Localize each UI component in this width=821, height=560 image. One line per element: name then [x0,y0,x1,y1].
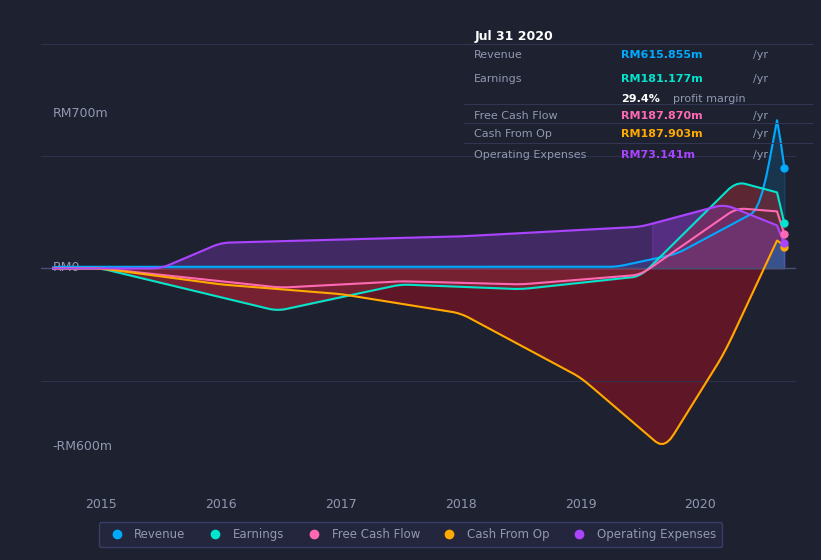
Text: RM187.870m: RM187.870m [621,111,703,121]
Text: /yr: /yr [754,111,768,121]
Text: RM700m: RM700m [53,107,108,120]
Text: /yr: /yr [754,50,768,60]
Text: Cash From Op: Cash From Op [475,129,553,139]
Text: RM615.855m: RM615.855m [621,50,703,60]
Text: /yr: /yr [754,129,768,139]
Text: RM181.177m: RM181.177m [621,74,703,84]
Text: /yr: /yr [754,150,768,160]
Text: Operating Expenses: Operating Expenses [475,150,587,160]
Text: Revenue: Revenue [475,50,523,60]
Text: RM0: RM0 [53,261,80,274]
Legend: Revenue, Earnings, Free Cash Flow, Cash From Op, Operating Expenses: Revenue, Earnings, Free Cash Flow, Cash … [99,522,722,547]
Text: RM73.141m: RM73.141m [621,150,695,160]
Text: profit margin: profit margin [673,94,745,104]
Text: -RM600m: -RM600m [53,440,112,453]
Text: /yr: /yr [754,74,768,84]
Text: Free Cash Flow: Free Cash Flow [475,111,558,121]
Text: Earnings: Earnings [475,74,523,84]
Text: Jul 31 2020: Jul 31 2020 [475,30,553,43]
Text: RM187.903m: RM187.903m [621,129,703,139]
Text: 29.4%: 29.4% [621,94,660,104]
